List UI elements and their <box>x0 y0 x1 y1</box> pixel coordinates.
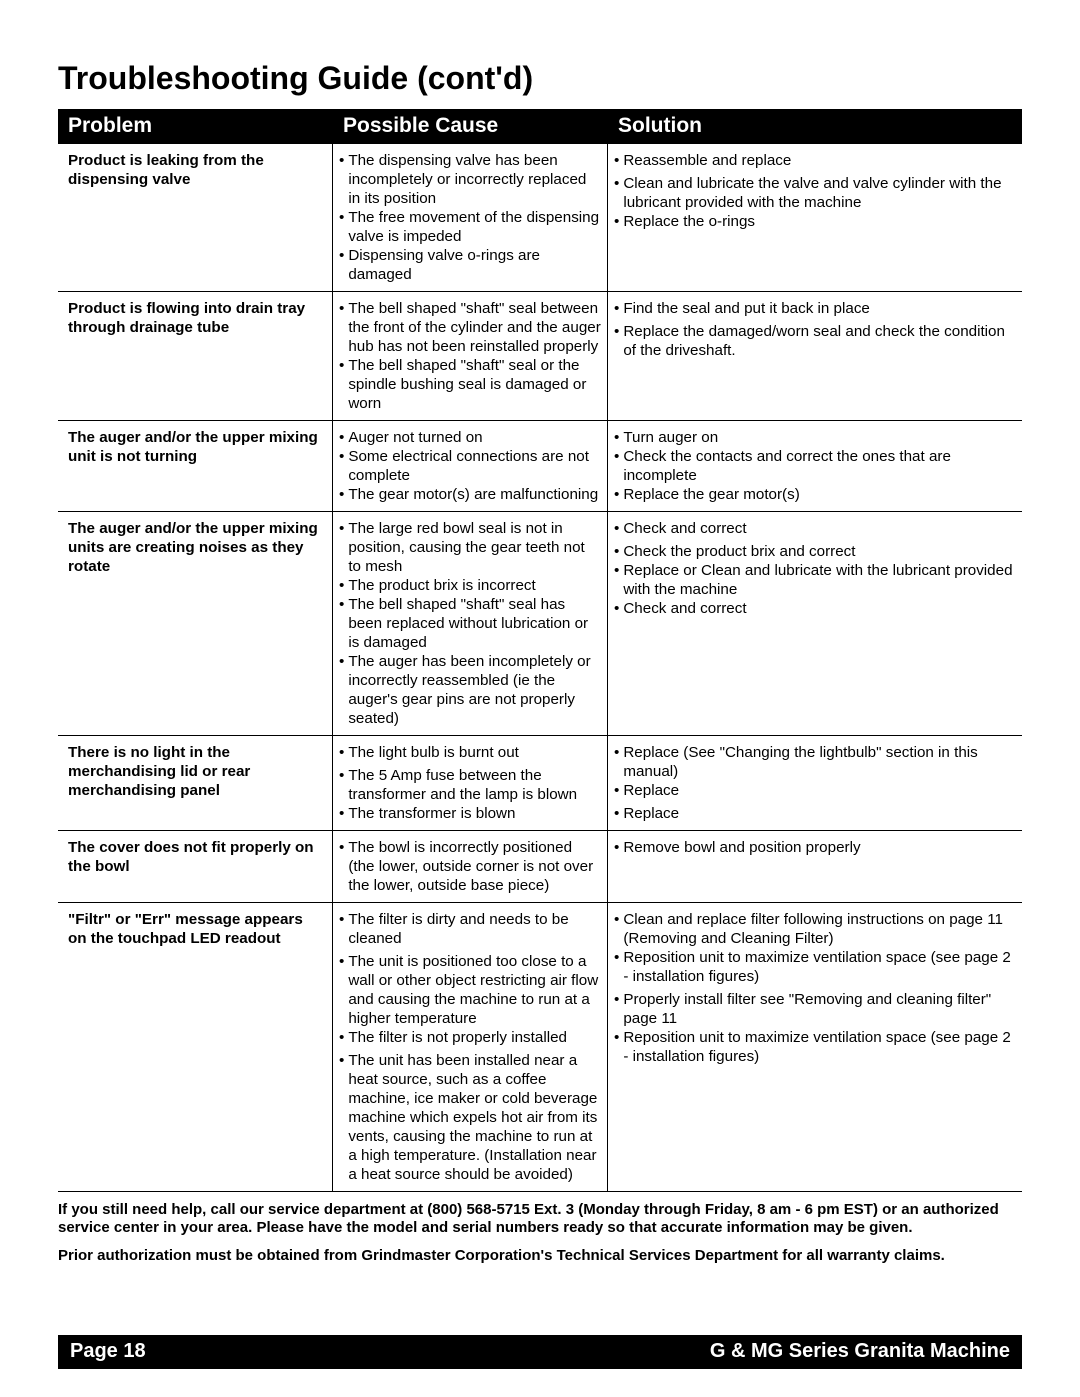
cause-item: •Auger not turned on <box>339 428 601 447</box>
solution-item: •Replace the o-rings <box>614 212 1016 231</box>
problem-cell: Product is leaking from the dispensing v… <box>58 144 333 291</box>
cause-item: •Dispensing valve o-rings are damaged <box>339 246 601 284</box>
solution-item: •Replace <box>614 781 1016 800</box>
solution-item: •Properly install filter see "Removing a… <box>614 990 1016 1028</box>
problem-cell: Product is flowing into drain tray throu… <box>58 292 333 420</box>
table-row: The auger and/or the upper mixing unit i… <box>58 421 1022 512</box>
cause-item: •The light bulb is burnt out <box>339 743 601 762</box>
cause-item: •The bowl is incorrectly positioned (the… <box>339 838 601 895</box>
cause-item: •The filter is not properly installed <box>339 1028 601 1047</box>
cause-cell: •The large red bowl seal is not in posit… <box>333 512 608 735</box>
solution-item: •Replace the gear motor(s) <box>614 485 1016 504</box>
table-row: Product is leaking from the dispensing v… <box>58 144 1022 292</box>
solution-item: •Turn auger on <box>614 428 1016 447</box>
cause-item: •The dispensing valve has been incomplet… <box>339 151 601 208</box>
table-body: Product is leaking from the dispensing v… <box>58 144 1022 1192</box>
cause-item: •The 5 Amp fuse between the transformer … <box>339 766 601 804</box>
solution-item: •Find the seal and put it back in place <box>614 299 1016 318</box>
problem-cell: The auger and/or the upper mixing units … <box>58 512 333 735</box>
table-row: There is no light in the merchandising l… <box>58 736 1022 831</box>
cause-item: •The filter is dirty and needs to be cle… <box>339 910 601 948</box>
solution-cell: •Reassemble and replace •Clean and lubric… <box>608 144 1022 291</box>
page-title: Troubleshooting Guide (cont'd) <box>58 60 1022 97</box>
solution-item: •Replace <box>614 804 1016 823</box>
cause-item: •The unit is positioned too close to a w… <box>339 952 601 1028</box>
problem-cell: The auger and/or the upper mixing unit i… <box>58 421 333 511</box>
header-cause: Possible Cause <box>333 109 608 144</box>
solution-item: •Remove bowl and position properly <box>614 838 1016 857</box>
solution-item: •Check and correct <box>614 599 1016 618</box>
cause-item: •The transformer is blown <box>339 804 601 823</box>
solution-item: •Replace or Clean and lubricate with the… <box>614 561 1016 599</box>
solution-cell: •Check and correct •Check the product bri… <box>608 512 1022 735</box>
solution-cell: •Remove bowl and position properly <box>608 831 1022 902</box>
cause-item: •The unit has been installed near a heat… <box>339 1051 601 1184</box>
footnote-help: If you still need help, call our service… <box>58 1201 1022 1238</box>
footer-product: G & MG Series Granita Machine <box>710 1340 1010 1363</box>
cause-cell: •The bowl is incorrectly positioned (the… <box>333 831 608 902</box>
cause-item: •The bell shaped "shaft" seal between th… <box>339 299 601 356</box>
cause-item: •The product brix is incorrect <box>339 576 601 595</box>
cause-cell: •The light bulb is burnt out •The 5 Amp f… <box>333 736 608 830</box>
footnote-warranty: Prior authorization must be obtained fro… <box>58 1247 1022 1265</box>
solution-item: •Clean and lubricate the valve and valve… <box>614 174 1016 212</box>
problem-cell: The cover does not fit properly on the b… <box>58 831 333 902</box>
solution-cell: •Replace (See "Changing the lightbulb" s… <box>608 736 1022 830</box>
solution-item: •Reposition unit to maximize ventilation… <box>614 948 1016 986</box>
solution-item: •Reposition unit to maximize ventilation… <box>614 1028 1016 1066</box>
table-row: Product is flowing into drain tray throu… <box>58 292 1022 421</box>
solution-item: •Clean and replace filter following inst… <box>614 910 1016 948</box>
table-row: The cover does not fit properly on the b… <box>58 831 1022 903</box>
solution-item: •Replace (See "Changing the lightbulb" s… <box>614 743 1016 781</box>
problem-cell: There is no light in the merchandising l… <box>58 736 333 830</box>
cause-cell: •Auger not turned on•Some electrical con… <box>333 421 608 511</box>
table-row: "Filtr" or "Err" message appears on the … <box>58 903 1022 1192</box>
cause-cell: •The filter is dirty and needs to be cle… <box>333 903 608 1191</box>
cause-item: •The free movement of the dispensing val… <box>339 208 601 246</box>
cause-cell: •The dispensing valve has been incomplet… <box>333 144 608 291</box>
cause-item: •The gear motor(s) are malfunctioning <box>339 485 601 504</box>
solution-item: •Reassemble and replace <box>614 151 1016 170</box>
solution-item: •Check the product brix and correct <box>614 542 1016 561</box>
cause-item: •The auger has been incompletely or inco… <box>339 652 601 728</box>
solution-cell: •Find the seal and put it back in place •… <box>608 292 1022 420</box>
header-solution: Solution <box>608 109 1022 144</box>
cause-cell: •The bell shaped "shaft" seal between th… <box>333 292 608 420</box>
footer-page: Page 18 <box>70 1340 146 1363</box>
table-header: Problem Possible Cause Solution <box>58 109 1022 144</box>
cause-item: •Some electrical connections are not com… <box>339 447 601 485</box>
solution-cell: •Clean and replace filter following inst… <box>608 903 1022 1191</box>
cause-item: •The bell shaped "shaft" seal or the spi… <box>339 356 601 413</box>
header-problem: Problem <box>58 109 333 144</box>
solution-item: •Check the contacts and correct the ones… <box>614 447 1016 485</box>
table-row: The auger and/or the upper mixing units … <box>58 512 1022 736</box>
problem-cell: "Filtr" or "Err" message appears on the … <box>58 903 333 1191</box>
cause-item: •The large red bowl seal is not in posit… <box>339 519 601 576</box>
page-footer: Page 18 G & MG Series Granita Machine <box>58 1335 1022 1369</box>
cause-item: •The bell shaped "shaft" seal has been r… <box>339 595 601 652</box>
solution-cell: •Turn auger on•Check the contacts and co… <box>608 421 1022 511</box>
solution-item: •Check and correct <box>614 519 1016 538</box>
solution-item: •Replace the damaged/worn seal and check… <box>614 322 1016 360</box>
